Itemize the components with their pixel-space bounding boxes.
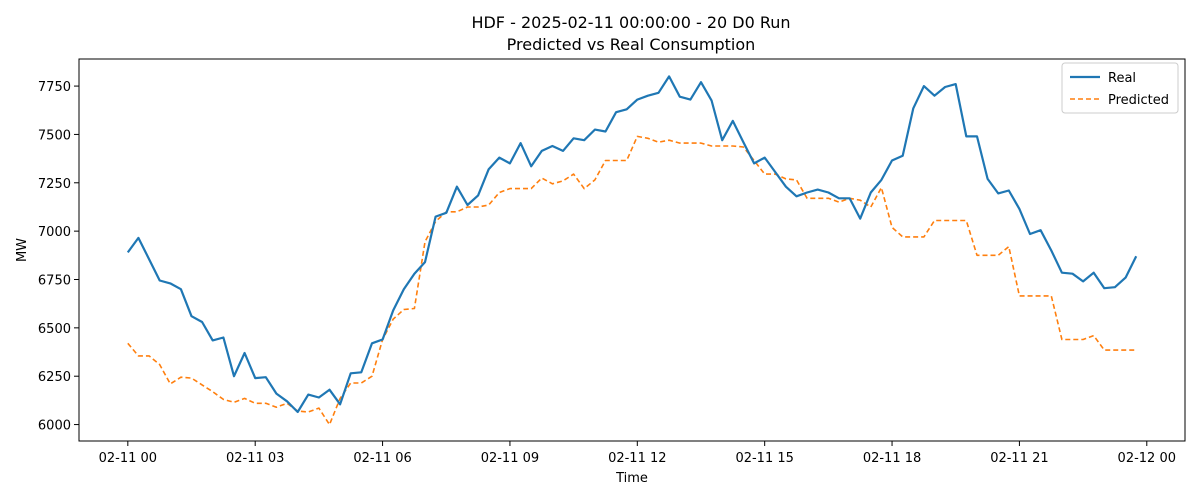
y-tick-label: 7250 [38,177,71,192]
x-axis-label: Time [615,471,648,486]
x-tick-label: 02-11 09 [481,451,539,466]
y-tick-label: 6250 [38,370,71,385]
x-tick-label: 02-11 21 [990,451,1048,466]
y-axis: 6000 6250 6500 6750 7000 7250 7500 7750 [38,80,79,434]
x-tick-label: 02-11 12 [608,451,666,466]
series-line-real [126,75,1138,414]
plot-frame [78,58,1186,442]
legend-box [1061,62,1179,114]
y-tick-label: 7500 [38,128,71,143]
x-tick-label: 02-11 15 [735,451,793,466]
x-tick-label: 02-12 00 [1118,451,1176,466]
x-tick-label: 02-11 03 [226,451,284,466]
y-tick-label: 7000 [38,225,71,240]
x-tick-label: 02-11 18 [863,451,921,466]
chart-title: HDF - 2025-02-11 00:00:00 - 20 D0 Run [471,13,790,32]
y-tick-label: 6500 [38,322,71,337]
x-axis: 02-11 00 02-11 03 02-11 06 02-11 09 02-11 12… [99,441,1176,466]
x-tick-label: 02-11 06 [353,451,411,466]
chart-subtitle: Predicted vs Real Consumption [507,35,756,54]
x-tick-label: 02-11 00 [99,451,157,466]
y-axis-label: MW [15,238,30,262]
legend: Real Predicted [1061,62,1179,114]
y-tick-label: 7750 [38,80,71,95]
series-layer [126,75,1138,426]
legend-real-label: Real [1108,71,1136,86]
y-tick-label: 6000 [38,419,71,434]
y-tick-label: 6750 [38,273,71,288]
legend-predicted-label: Predicted [1108,93,1169,108]
series-line-predicted [127,135,1137,426]
